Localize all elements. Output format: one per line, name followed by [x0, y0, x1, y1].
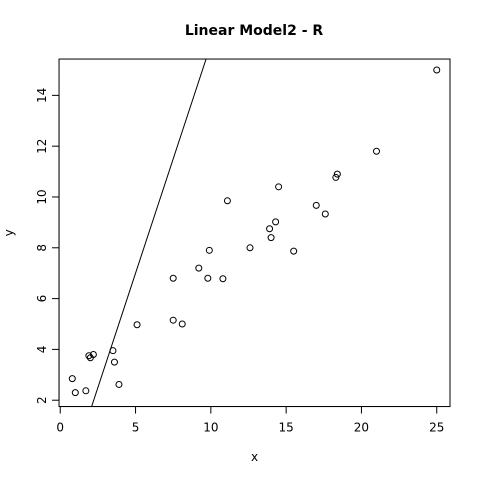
y-tick-label: 8 [35, 244, 49, 252]
y-tick-label: 14 [35, 88, 49, 103]
data-point [115, 380, 123, 388]
data-point [312, 201, 320, 209]
data-point [219, 275, 227, 283]
data-point [275, 183, 283, 191]
data-point [223, 197, 231, 205]
x-tick-label: 0 [56, 421, 64, 435]
data-point [178, 320, 186, 328]
data-point [109, 347, 117, 355]
y-tick-label: 10 [35, 189, 49, 204]
y-tick-label: 2 [35, 396, 49, 404]
x-axis: 0 5 10 15 20 25 [56, 406, 444, 435]
data-point [68, 375, 76, 383]
y-tick-label: 4 [35, 346, 49, 354]
data-point [205, 246, 213, 254]
points [68, 66, 441, 397]
fit-line-group [91, 59, 207, 407]
data-point [373, 147, 381, 155]
x-axis-label: x [251, 450, 258, 464]
data-point [169, 274, 177, 282]
data-point [89, 350, 97, 358]
data-point [246, 244, 254, 252]
data-point [290, 247, 298, 255]
data-point [85, 352, 93, 360]
y-tick-label: 12 [35, 139, 49, 154]
x-tick-label: 20 [354, 421, 369, 435]
data-point [71, 389, 79, 397]
data-point [82, 387, 90, 395]
plot-box [58, 58, 451, 408]
data-point [332, 173, 340, 181]
x-tick-label: 10 [203, 421, 218, 435]
y-tick-label: 6 [35, 295, 49, 303]
y-axis: 2 4 6 8 10 12 14 [35, 88, 60, 404]
y-axis-label: y [2, 229, 16, 236]
data-point [204, 274, 212, 282]
data-point [267, 234, 275, 242]
data-point [133, 321, 141, 329]
data-point [321, 210, 329, 218]
data-point [272, 218, 280, 226]
x-tick-label: 5 [132, 421, 140, 435]
data-point [433, 66, 441, 74]
x-tick-label: 25 [429, 421, 444, 435]
data-point [195, 264, 203, 272]
data-point [169, 316, 177, 324]
data-point [266, 225, 274, 233]
fit-line [91, 59, 207, 407]
chart-title: Linear Model2 - R [185, 23, 324, 39]
x-tick-label: 15 [279, 421, 294, 435]
data-point [333, 170, 341, 178]
data-point [110, 358, 118, 366]
